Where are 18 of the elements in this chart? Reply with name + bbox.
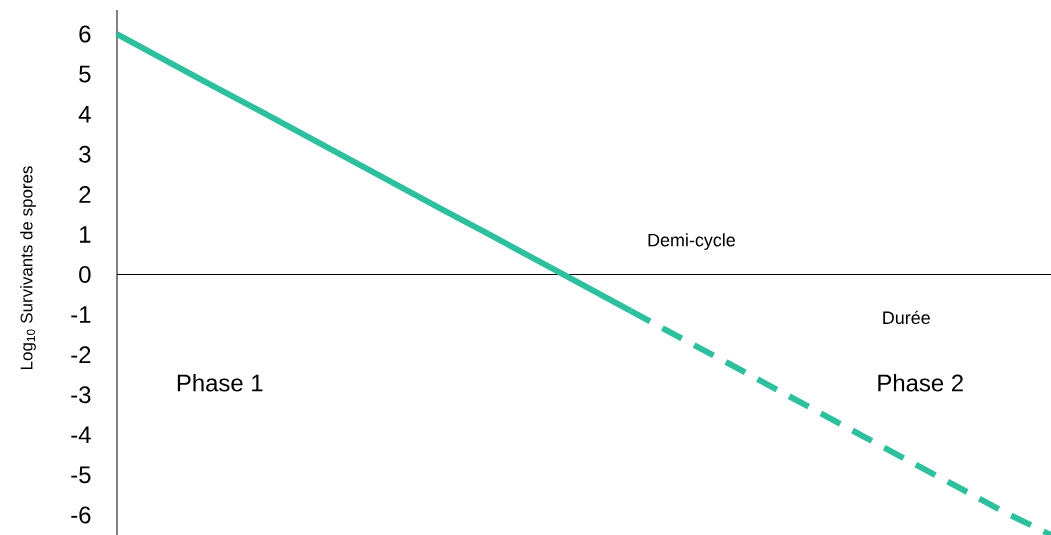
y-tick-label: 3 — [79, 145, 91, 163]
annotation: Demi-cycle — [648, 233, 735, 250]
y-tick-label: 5 — [79, 65, 91, 83]
y-tick-label: 0 — [79, 266, 91, 283]
y-tick-label: 2 — [79, 185, 91, 203]
y-tick-label: -2 — [71, 346, 91, 363]
annotation: Phase 1 — [177, 373, 263, 392]
y-tick-label: 1 — [80, 226, 91, 243]
x-axis-title: Durée — [883, 310, 930, 325]
y-axis-title: Log$_{10}$ Survivants de spores — [20, 166, 36, 369]
y-tick-label: -5 — [71, 466, 91, 484]
y-tick-label: -1 — [71, 306, 91, 323]
y-tick-label: 4 — [78, 105, 91, 123]
y-tick-label: 6 — [79, 25, 91, 43]
annotation: Phase 2 — [878, 373, 963, 392]
y-tick-label: -4 — [71, 426, 91, 444]
y-tick-label: -3 — [71, 386, 91, 404]
y-tick-label: -6 — [71, 506, 91, 524]
